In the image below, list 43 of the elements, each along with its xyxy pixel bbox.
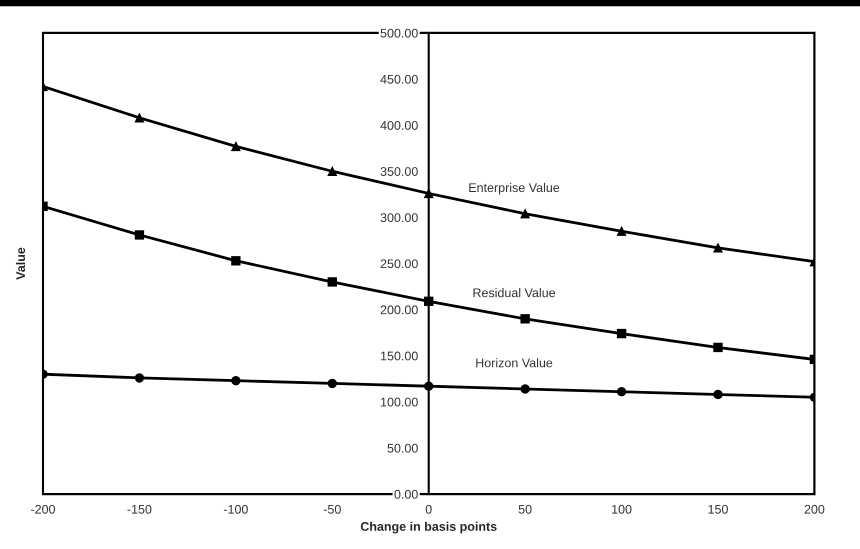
y-axis-title: Value [16, 248, 26, 280]
point [231, 142, 241, 152]
point [134, 230, 144, 240]
point [231, 256, 241, 266]
point [134, 373, 144, 383]
y-tick-label: 150.00 [381, 352, 418, 360]
y-tick-label: 500.00 [380, 28, 418, 38]
y-tick-label: 350.00 [380, 167, 418, 176]
point [616, 328, 626, 338]
point [134, 113, 144, 122]
point [520, 314, 530, 324]
y-tick-label: 450.00 [380, 74, 418, 84]
point [328, 378, 337, 388]
point [328, 166, 337, 176]
point [328, 277, 337, 287]
x-axis-title: Change in basis points [360, 522, 497, 534]
x-tick-label: 50 [518, 504, 532, 514]
y-tick-label: 400.00 [380, 120, 418, 130]
series-label: Enterprise Value [469, 182, 560, 195]
point [713, 243, 723, 253]
x-tick-label: -100 [224, 504, 248, 514]
y-tick-label: 250.00 [380, 259, 418, 268]
point [231, 376, 241, 386]
point [520, 384, 530, 394]
point [616, 226, 626, 236]
x-tick-label: -150 [127, 504, 152, 514]
point [713, 342, 723, 352]
series-label: Horizon Value [476, 358, 552, 368]
x-tick-label: 0 [426, 504, 432, 514]
point [520, 209, 530, 218]
x-tick-label: -50 [324, 504, 341, 514]
y-tick-label: 0.00 [394, 490, 418, 499]
y-tick-label: 50.00 [388, 444, 418, 453]
point [616, 387, 626, 396]
x-tick-label: 200 [804, 504, 824, 514]
x-tick-label: 100 [612, 504, 632, 514]
y-tick-label: 200.00 [380, 305, 418, 314]
y-tick-label: 300.00 [380, 213, 418, 222]
y-tick-label: 100.00 [381, 398, 418, 407]
series-label: Residual Value [473, 288, 556, 298]
x-tick-label: -200 [31, 504, 56, 514]
x-tick-label: 150 [708, 504, 728, 514]
point [713, 390, 723, 400]
